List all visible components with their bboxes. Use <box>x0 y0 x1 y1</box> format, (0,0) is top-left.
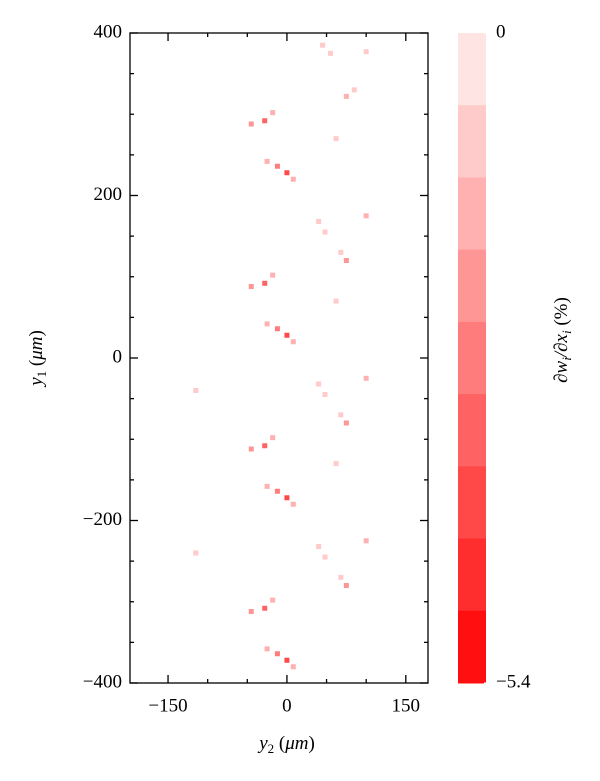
y-tick-label: 400 <box>94 21 123 42</box>
x-axis-label: y2 (μm) <box>257 733 315 756</box>
y-tick-label: 0 <box>113 346 123 367</box>
heat-cell <box>338 412 344 418</box>
colorbar-level <box>458 249 486 323</box>
heat-cell <box>262 118 268 124</box>
heat-cell <box>363 538 369 544</box>
heat-cell <box>343 258 349 263</box>
heat-cell <box>270 272 276 278</box>
heat-cell <box>270 597 276 603</box>
heat-cell <box>193 550 199 556</box>
heat-cell <box>343 93 349 99</box>
heat-cell <box>264 483 270 489</box>
heat-cell <box>322 392 328 398</box>
heat-cell <box>363 375 369 381</box>
colorbar-level <box>458 610 486 684</box>
cbar-label-sub: i <box>559 357 574 361</box>
cbar-label-sub: i <box>559 330 574 334</box>
heat-cell <box>264 321 270 327</box>
heat-cell <box>264 646 270 652</box>
colorbar-tick-label: 0 <box>496 21 506 42</box>
heat-cell <box>320 42 326 48</box>
colorbar-level <box>458 466 486 540</box>
heat-cell <box>363 213 369 219</box>
colorbar-level <box>458 177 486 251</box>
heat-cell <box>274 326 280 332</box>
heat-cell <box>274 651 280 657</box>
colorbar-level <box>458 394 486 467</box>
heat-cell <box>290 339 296 345</box>
heat-cell <box>322 554 328 560</box>
y-label-unit: μm <box>26 337 47 361</box>
heat-cell <box>333 136 339 142</box>
plot-frame <box>129 32 429 684</box>
heat-cell <box>264 158 270 164</box>
colorbar-label: ∂wi/∂xi (%) <box>551 297 574 383</box>
y-axis-label: y1 (μm) <box>26 330 49 388</box>
heat-cell <box>316 544 322 549</box>
heat-cell <box>270 110 276 116</box>
y-tick-label: −200 <box>83 509 122 530</box>
heat-cell <box>262 280 268 286</box>
x-label-sub: 2 <box>268 741 275 756</box>
heat-cell <box>290 176 296 182</box>
colorbar-level <box>458 538 486 612</box>
x-tick-label: 150 <box>392 695 421 716</box>
y-label-sub: 1 <box>34 371 49 378</box>
y-tick-label: 200 <box>94 184 123 205</box>
y-tick-label: −400 <box>83 671 122 692</box>
colorbar-level <box>458 33 486 106</box>
colorbar-level <box>458 321 486 395</box>
x-tick-label: −150 <box>148 695 187 716</box>
heat-cell <box>338 574 344 580</box>
heat-cell <box>316 381 322 387</box>
x-label-var: y <box>257 733 268 754</box>
heat-cell <box>351 87 357 93</box>
heat-cell <box>193 388 199 393</box>
heat-cell <box>343 420 349 426</box>
heat-cell <box>262 443 268 449</box>
heat-cell <box>284 170 290 176</box>
heat-cell <box>316 219 322 224</box>
cbar-label-part: (%) <box>551 297 572 330</box>
heat-cell <box>248 609 254 614</box>
heat-cell <box>270 435 276 441</box>
y-label-var: y <box>26 377 47 388</box>
y-label-text: ( <box>26 360 47 371</box>
heat-cell <box>248 446 254 452</box>
cbar-label-part: ∂w <box>551 360 572 382</box>
heat-cell <box>343 583 349 588</box>
y-label-text: ) <box>26 330 47 336</box>
heat-cell <box>284 657 290 663</box>
x-label-unit: μm <box>284 733 308 754</box>
heat-cell <box>284 332 290 338</box>
heat-cell <box>274 163 280 169</box>
heat-cell <box>333 461 339 467</box>
heat-cell <box>290 501 296 507</box>
colorbar-level <box>458 105 486 178</box>
x-label-text: ( <box>274 733 285 754</box>
heat-cell <box>262 605 268 611</box>
colorbar-tick-label: −5.4 <box>496 671 531 692</box>
heat-cell <box>363 49 369 55</box>
heat-cell <box>322 229 328 235</box>
heat-cell <box>290 664 296 670</box>
heat-cell <box>328 50 334 56</box>
cbar-label-part: /∂x <box>551 333 572 358</box>
x-label-text: ) <box>308 733 314 754</box>
heat-cell <box>338 249 344 255</box>
heat-cell <box>248 121 254 127</box>
heat-cell <box>274 488 280 494</box>
x-tick-label: 0 <box>282 695 292 716</box>
heat-cell <box>333 298 339 304</box>
heat-cell <box>284 495 290 501</box>
heat-cell <box>248 284 254 289</box>
